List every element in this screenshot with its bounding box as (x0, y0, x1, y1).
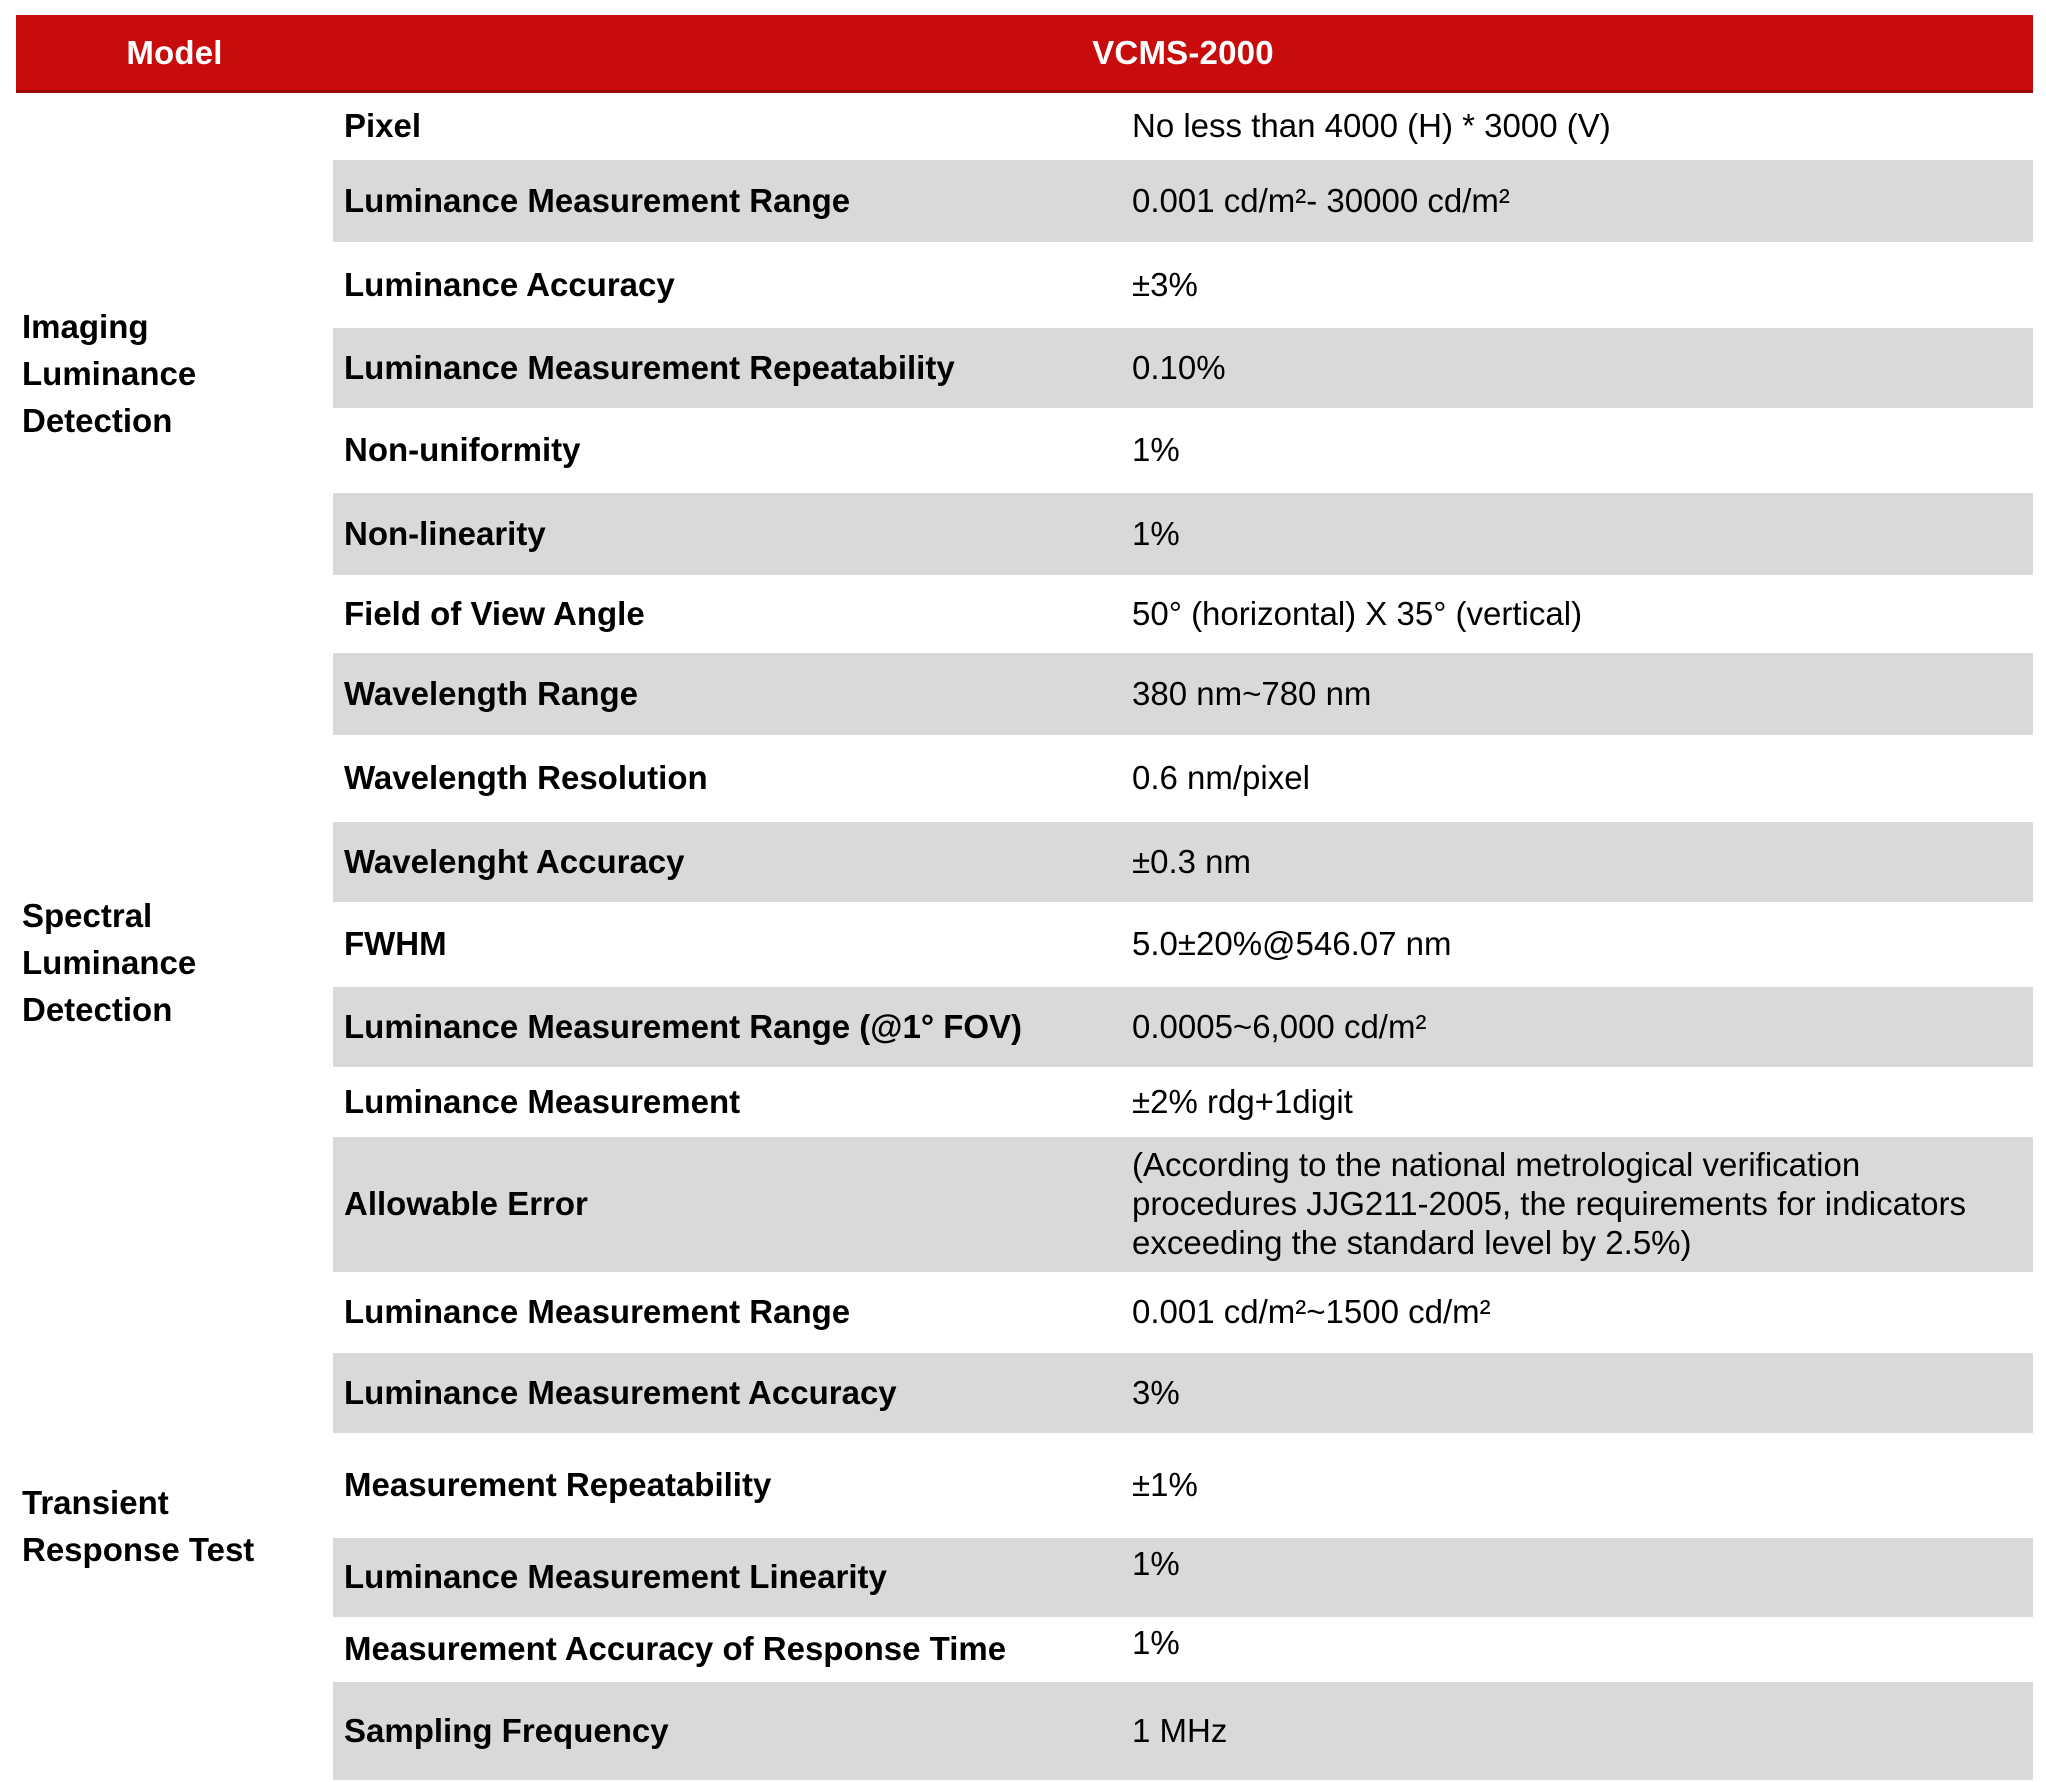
spec-value: 0.6 nm/pixel (1132, 759, 1310, 797)
group-label-line: Luminance (22, 944, 197, 981)
spec-label: Luminance Measurement Range (344, 1293, 851, 1331)
spec-label: Luminance Measurement Range (333, 160, 1120, 242)
spec-value: No less than 4000 (H) * 3000 (V) (1132, 107, 1611, 145)
spec-value: (According to the national metrological … (1120, 1137, 2033, 1272)
spec-label: Allowable Error (333, 1137, 1120, 1272)
header-model-label: Model (126, 33, 223, 71)
spec-label: Luminance Accuracy (344, 265, 675, 303)
spec-value: 1% (1120, 493, 2033, 575)
group-label-line: Luminance (22, 354, 197, 392)
spec-value: ±3% (1132, 265, 1198, 303)
spec-value: ±0.3 nm (1120, 822, 2033, 902)
spec-label: Luminance Measurement Repeatability (333, 328, 1120, 408)
header-model-value: VCMS-2000 (1092, 33, 1274, 71)
spec-value: 1% (1120, 1538, 2033, 1617)
group-label-line: Detection (22, 401, 173, 439)
group-label-line: Spectral (22, 897, 153, 934)
spec-value: 0.001 cd/m²- 30000 cd/m² (1120, 160, 2033, 242)
spec-label: Wavelength Range (333, 653, 1120, 735)
spec-table: Model VCMS-2000 Imaging Luminance Detectio… (16, 15, 2033, 1780)
spec-label: FWHM (344, 925, 447, 963)
spec-label: Non-linearity (333, 493, 1120, 575)
spec-value: 1% (1132, 1624, 1180, 1661)
spec-value: 380 nm~780 nm (1120, 653, 2033, 735)
table-body: Imaging Luminance Detection Spectral Luminan… (16, 93, 2033, 1780)
spec-label: Pixel (344, 107, 422, 145)
spec-value: ±1% (1132, 1466, 1198, 1504)
spec-value: 0.10% (1120, 328, 2033, 408)
group-label-line: Response Test (22, 1531, 255, 1568)
spec-label: Non-uniformity (344, 431, 581, 469)
spec-label: Wavelenght Accuracy (333, 822, 1120, 902)
spec-value: ±2% rdg+1digit (1132, 1082, 1353, 1120)
group-label-line: Detection (22, 991, 173, 1028)
spec-value: 3% (1120, 1353, 2033, 1433)
spec-label: Measurement Accuracy of Response Time (344, 1630, 1007, 1668)
group-label-line: Transient (22, 1484, 169, 1521)
group-cell-1: Imaging Luminance Detection (16, 93, 333, 653)
group-cell-3: Transient Response Test (16, 1272, 333, 1780)
spec-label: Luminance Measurement Range (@1° FOV) (333, 987, 1120, 1067)
spec-label: Wavelength Resolution (344, 759, 708, 797)
spec-value: 50° (horizontal) X 35° (vertical) (1132, 594, 1583, 632)
spec-value: 1% (1132, 431, 1180, 469)
spec-label: Luminance Measurement (344, 1082, 741, 1120)
group-cell-2: Spectral Luminance Detection (16, 653, 333, 1272)
table-header: Model VCMS-2000 (16, 15, 2033, 93)
spec-label: Measurement Repeatability (344, 1466, 772, 1504)
spec-label: Sampling Frequency (333, 1682, 1120, 1780)
spec-label: Luminance Measurement Linearity (333, 1538, 1120, 1617)
spec-label: Field of View Angle (344, 594, 645, 632)
spec-value: 5.0±20%@546.07 nm (1132, 925, 1452, 963)
group-label-line: Imaging (22, 307, 149, 345)
spec-label: Luminance Measurement Accuracy (333, 1353, 1120, 1433)
spec-value: 0.0005~6,000 cd/m² (1120, 987, 2033, 1067)
spec-value: 1 MHz (1120, 1682, 2033, 1780)
spec-value: 0.001 cd/m²~1500 cd/m² (1132, 1293, 1491, 1331)
